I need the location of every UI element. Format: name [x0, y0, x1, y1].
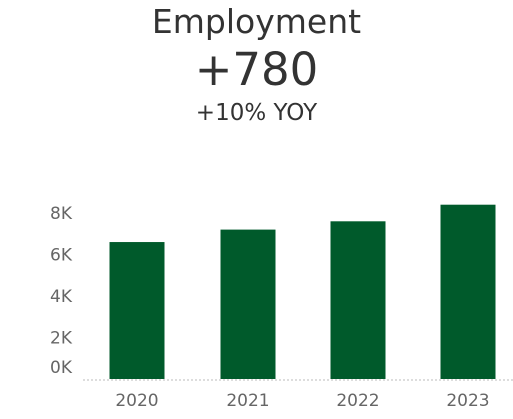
- kpi-yoy-change: +10% YOY: [195, 100, 318, 126]
- bar-2023[interactable]: [440, 204, 496, 379]
- y-tick-label: 0K: [50, 358, 73, 378]
- bar-2021[interactable]: [220, 229, 276, 379]
- x-tick-label: 2020: [115, 391, 158, 411]
- bar-2022[interactable]: [330, 221, 386, 379]
- bars: [109, 204, 496, 379]
- bar-2020[interactable]: [109, 242, 165, 379]
- y-tick-label: 8K: [50, 204, 73, 224]
- y-axis: 0K 2K 4K 6K 8K: [50, 204, 73, 378]
- y-tick-label: 4K: [50, 287, 73, 307]
- x-tick-label: 2021: [226, 391, 269, 411]
- x-tick-label: 2022: [336, 391, 379, 411]
- x-tick-label: 2023: [446, 391, 489, 411]
- kpi-value: +780: [194, 43, 319, 96]
- y-tick-label: 2K: [50, 329, 73, 349]
- y-tick-label: 6K: [50, 246, 73, 266]
- x-axis: 2020 2021 2022 2023: [83, 379, 513, 411]
- kpi-title: Employment: [151, 2, 362, 41]
